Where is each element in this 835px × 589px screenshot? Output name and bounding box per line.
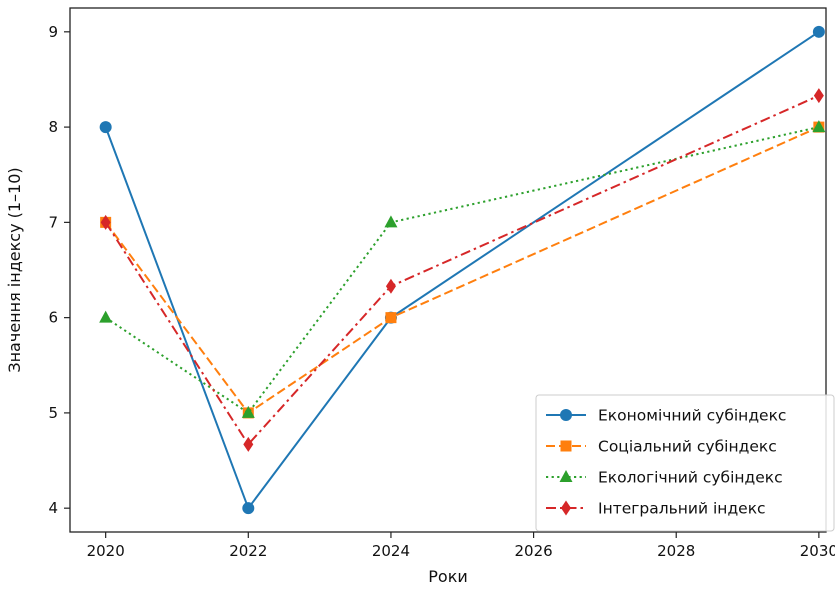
y-tick-label: 7 — [48, 213, 58, 231]
data-point — [812, 25, 825, 38]
series-line — [104, 94, 820, 446]
data-point — [243, 436, 254, 452]
data-point — [99, 121, 112, 134]
x-tick-label: 2030 — [800, 542, 835, 560]
y-axis: 4 5 6 7 8 9 — [48, 23, 70, 517]
data-point — [385, 278, 396, 294]
plot-area: 2020 2022 2024 2026 2028 2030 4 5 6 7 8 9 — [48, 7, 835, 560]
data-point — [241, 405, 255, 418]
legend-items: Економічний субіндекс Соціальний субіндек… — [546, 407, 786, 518]
legend-item: Економічний субіндекс — [546, 407, 786, 425]
legend-label: Екологічний субіндекс — [598, 469, 783, 487]
series-line — [105, 126, 820, 414]
data-point — [813, 88, 824, 104]
series-layer — [99, 25, 826, 515]
data-point — [242, 502, 255, 515]
legend-item: Екологічний субіндекс — [546, 469, 783, 487]
legend-marker — [561, 500, 571, 516]
legend-item: Інтегральний індекс — [546, 500, 766, 518]
y-tick-label: 6 — [48, 309, 58, 327]
legend-label: Соціальний субіндекс — [598, 438, 777, 456]
legend: Економічний субіндекс Соціальний субіндек… — [535, 394, 835, 532]
x-tick-label: 2024 — [372, 542, 410, 560]
x-tick-label: 2022 — [229, 542, 267, 560]
legend-marker — [560, 440, 572, 452]
y-tick-label: 4 — [48, 499, 58, 517]
data-point — [99, 310, 113, 323]
y-axis-label: Значення індексу (1–10) — [5, 167, 24, 372]
legend-label: Інтегральний індекс — [598, 500, 766, 518]
legend-marker — [560, 409, 572, 421]
data-point — [100, 214, 111, 230]
x-tick-label: 2026 — [514, 542, 552, 560]
x-axis: 2020 2022 2024 2026 2028 2030 — [87, 532, 835, 560]
legend-marker — [559, 470, 573, 482]
series-3 — [99, 120, 826, 418]
plot-frame — [69, 7, 827, 533]
y-tick-label: 5 — [48, 404, 58, 422]
legend-box — [535, 394, 835, 532]
x-tick-label: 2020 — [87, 542, 125, 560]
x-axis-label: Роки — [428, 567, 468, 586]
data-point — [384, 215, 398, 228]
y-tick-label: 8 — [48, 118, 58, 136]
legend-label: Економічний субіндекс — [598, 407, 786, 425]
x-tick-label: 2028 — [657, 542, 695, 560]
legend-item: Соціальний субіндекс — [546, 438, 777, 456]
series-line — [104, 126, 820, 414]
data-point — [812, 120, 826, 133]
series-4 — [100, 88, 824, 452]
data-point — [385, 312, 397, 324]
y-tick-label: 9 — [48, 23, 58, 41]
